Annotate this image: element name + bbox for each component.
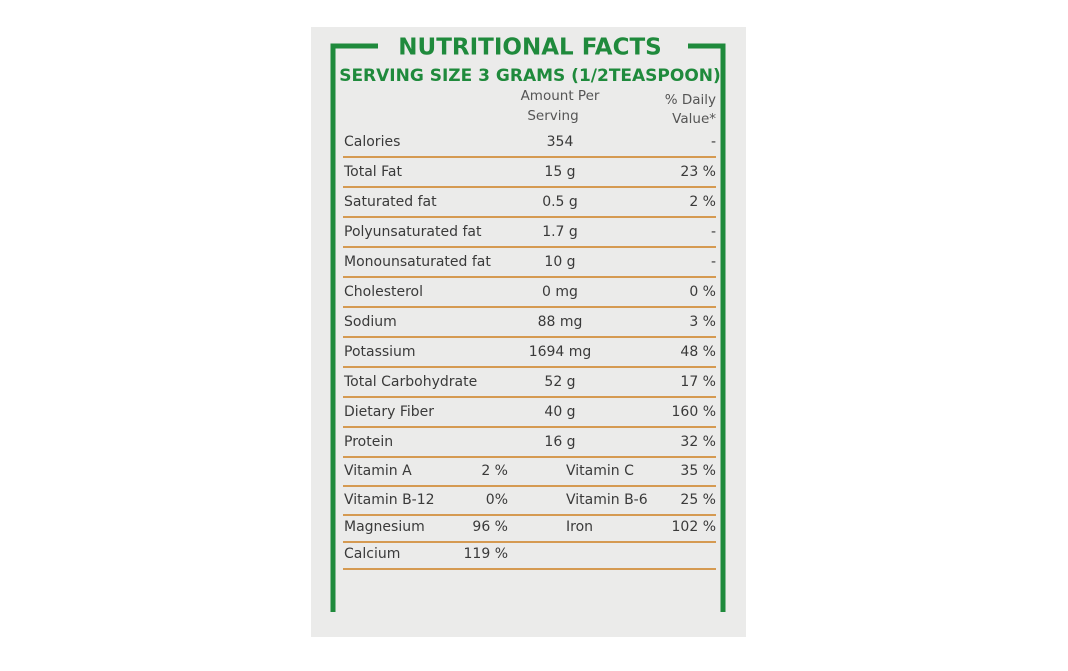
nutrient-label: Polyunsaturated fat: [344, 224, 482, 240]
vitamin-value: 25 %: [680, 492, 716, 508]
nutrient-label: Saturated fat: [344, 194, 437, 210]
vitamin-label: Vitamin B-6: [566, 492, 648, 508]
nutrient-label: Cholesterol: [344, 284, 423, 300]
frame-right: [688, 43, 726, 612]
nutrient-dv: -: [711, 224, 716, 240]
vitamin-label: Iron: [566, 519, 593, 535]
nutrient-amount: 1.7 g: [542, 224, 578, 240]
nutrient-label: Monounsaturated fat: [344, 254, 491, 270]
nutrient-dv: 23 %: [680, 164, 716, 180]
nutrient-dv: 0 %: [689, 284, 716, 300]
nutrient-label: Total Carbohydrate: [343, 374, 477, 390]
nutrient-label: Total Fat: [343, 164, 402, 180]
dv-header: % Daily: [665, 92, 716, 108]
vitamin-value: 0%: [486, 492, 508, 508]
nutrient-amount: 0 mg: [542, 284, 578, 300]
nutrient-dv: 17 %: [680, 374, 716, 390]
frame-left: [330, 43, 378, 612]
amount-header: Amount Per: [521, 88, 600, 104]
nutrient-amount: 88 mg: [538, 314, 583, 330]
vitamin-label: Vitamin C: [566, 463, 634, 479]
nutrient-label: Sodium: [344, 314, 397, 330]
nutrient-label: Protein: [344, 434, 393, 450]
title: NUTRITIONAL FACTS: [398, 35, 661, 61]
nutrient-amount: 354: [547, 134, 574, 150]
nutrient-amount: 16 g: [544, 434, 575, 450]
vitamin-label: Vitamin A: [344, 463, 412, 479]
nutrient-dv: 32 %: [680, 434, 716, 450]
package-panel: [311, 27, 746, 637]
vitamin-label: Vitamin B-12: [344, 492, 435, 508]
nutrient-dv: 2 %: [689, 194, 716, 210]
nutrient-label: Calories: [344, 134, 400, 150]
vitamin-value: 119 %: [464, 546, 508, 562]
nutrient-dv: 3 %: [689, 314, 716, 330]
vitamin-value: 35 %: [680, 463, 716, 479]
vitamin-label: Magnesium: [344, 519, 425, 535]
nutrient-amount: 10 g: [544, 254, 575, 270]
vitamin-label: Calcium: [344, 546, 400, 562]
dv-header: Value*: [672, 111, 716, 127]
vitamin-value: 2 %: [481, 463, 508, 479]
vitamin-value: 102 %: [672, 519, 716, 535]
green-frame: [330, 43, 726, 612]
serving-size: SERVING SIZE 3 GRAMS (1/2TEASPOON): [339, 66, 721, 86]
nutrient-dv: 160 %: [672, 404, 716, 420]
nutrient-label: Dietary Fiber: [344, 404, 434, 420]
nutrient-amount: 52 g: [544, 374, 575, 390]
amount-header: Serving: [527, 108, 578, 124]
nutrient-label: Potassium: [344, 344, 416, 360]
nutrient-amount: 40 g: [544, 404, 575, 420]
nutrient-amount: 1694 mg: [529, 344, 592, 360]
nutrient-amount: 15 g: [544, 164, 575, 180]
nutrient-dv: -: [711, 254, 716, 270]
nutrient-dv: -: [711, 134, 716, 150]
nutrient-amount: 0.5 g: [542, 194, 578, 210]
nutrient-dv: 48 %: [680, 344, 716, 360]
vitamin-value: 96 %: [472, 519, 508, 535]
